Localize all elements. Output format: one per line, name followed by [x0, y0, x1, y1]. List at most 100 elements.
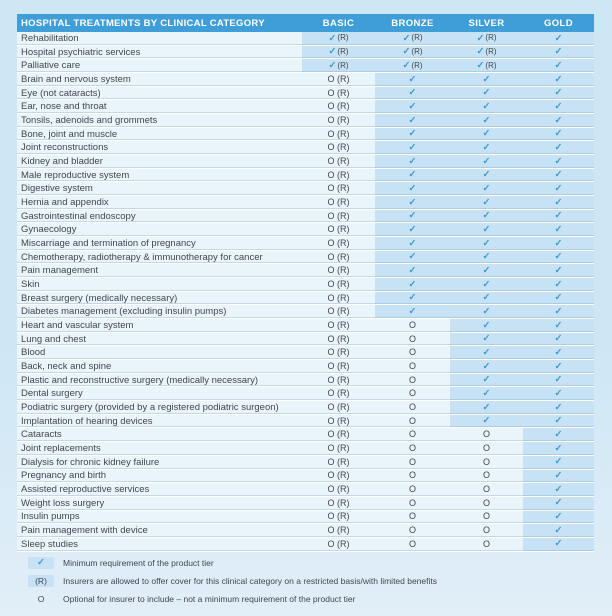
optional-marker: O: [482, 442, 490, 453]
check-icon: ✓: [482, 87, 491, 99]
cell-basic-value: O (R): [302, 155, 375, 168]
cell-basic-value: O (R): [302, 455, 375, 469]
check-icon: ✓: [482, 360, 491, 372]
check-icon: ✓: [476, 46, 485, 58]
cell-silver-value: ✓: [450, 346, 523, 360]
hospital-treatments-table: HOSPITAL TREATMENTS BY CLINICAL CATEGORY…: [17, 14, 594, 552]
optional-marker: O (R): [327, 360, 350, 371]
row-category-label: Bone, joint and muscle: [17, 127, 302, 141]
table-row: Skin O (R) ✓ ✓ ✓: [17, 278, 594, 292]
cell-gold-value: ✓: [523, 86, 594, 100]
cell-bronze-value: ✓: [375, 182, 450, 196]
cell-gold-value: ✓: [523, 346, 594, 360]
column-header-silver: SILVER: [468, 17, 505, 29]
cell-basic-value: O (R): [302, 141, 375, 155]
table-row: Gastrointestinal endoscopy O (R) ✓ ✓ ✓: [17, 209, 594, 224]
cell-bronze-value: ✓: [375, 291, 450, 305]
check-icon: ✓: [476, 32, 485, 44]
cell-silver-value: O: [450, 537, 523, 551]
cell-bronze-value: O: [375, 346, 450, 360]
check-icon: ✓: [554, 429, 563, 441]
table-row: Pain management with device O (R) O O ✓: [17, 524, 594, 538]
cell-basic-value: O (R): [302, 524, 375, 537]
optional-marker: O: [482, 538, 490, 549]
cell-basic-value: O (R): [302, 360, 375, 373]
cell-basic-value: O (R): [302, 510, 375, 524]
cell-silver-value: ✓: [450, 223, 523, 237]
optional-marker: O (R): [327, 169, 350, 180]
cell-silver-value: ✓: [450, 196, 523, 209]
check-icon: ✓: [482, 347, 491, 359]
cell-basic-value: ✓ (R): [302, 45, 375, 59]
check-icon: ✓: [402, 46, 411, 58]
cell-silver-value: ✓: [450, 127, 523, 141]
optional-marker: O: [408, 333, 416, 344]
row-category-label: Eye (not cataracts): [17, 86, 302, 100]
cell-gold-value: ✓: [523, 141, 594, 155]
optional-marker: O: [482, 456, 490, 467]
table-row: Dental surgery O (R) O ✓ ✓: [17, 387, 594, 402]
optional-marker: O (R): [327, 278, 350, 289]
check-icon: ✓: [408, 292, 417, 304]
cell-gold-value: ✓: [523, 127, 594, 141]
row-category-label: Diabetes management (excluding insulin p…: [17, 305, 302, 319]
table-row: Assisted reproductive services O (R) O O ✓: [17, 483, 594, 497]
optional-marker: O (R): [327, 538, 350, 549]
row-category-label: Tonsils, adenoids and grommets: [17, 114, 302, 127]
row-category-label: Sleep studies: [17, 537, 302, 551]
optional-marker: O: [482, 484, 490, 494]
cell-basic-value: O (R): [302, 196, 375, 209]
legend-item-text: Minimum requirement of the product tier: [63, 558, 214, 568]
cell-basic-value: O (R): [302, 387, 375, 401]
cell-bronze-value: O: [375, 483, 450, 496]
check-icon: ✓: [408, 278, 417, 290]
cell-bronze-value: ✓: [375, 250, 450, 264]
cell-basic-value: O (R): [302, 428, 375, 442]
cell-silver-value: ✓ (R): [450, 59, 523, 73]
check-icon: ✓: [554, 46, 563, 58]
optional-marker: O (R): [327, 401, 350, 412]
optional-marker: O: [408, 442, 416, 453]
cell-basic-value: O (R): [302, 496, 375, 510]
cell-gold-value: ✓: [523, 401, 594, 414]
cell-basic-value: O (R): [302, 168, 375, 182]
optional-marker: O (R): [327, 210, 350, 221]
row-category-label: Assisted reproductive services: [17, 483, 302, 496]
optional-marker: O: [482, 525, 490, 536]
check-icon: ✓: [482, 100, 491, 112]
cell-bronze-value: ✓: [375, 127, 450, 141]
optional-marker: O: [408, 456, 416, 467]
row-category-label: Implantation of hearing devices: [17, 414, 302, 428]
cell-bronze-value: ✓: [375, 305, 450, 319]
check-icon: ✓: [554, 169, 563, 181]
cell-silver-value: ✓: [450, 100, 523, 114]
row-category-label: Blood: [17, 346, 302, 360]
restricted-marker: (R): [337, 60, 349, 70]
optional-marker: O (R): [327, 456, 350, 467]
row-category-label: Joint reconstructions: [17, 141, 302, 155]
cell-gold-value: ✓: [523, 319, 594, 332]
cell-silver-value: ✓: [450, 73, 523, 86]
cell-silver-value: ✓: [450, 278, 523, 291]
cell-gold-value: ✓: [523, 32, 594, 45]
cell-bronze-value: ✓ (R): [375, 59, 450, 73]
cell-silver-value: O: [450, 496, 523, 510]
cell-silver-value: O: [450, 442, 523, 455]
row-category-label: Plastic and reconstructive surgery (medi…: [17, 373, 302, 387]
optional-marker: O (R): [327, 374, 350, 385]
cell-basic-value: O (R): [302, 182, 375, 196]
row-category-label: Palliative care: [17, 59, 302, 73]
row-category-label: Dental surgery: [17, 387, 302, 401]
optional-marker: O (R): [327, 333, 350, 344]
table-row: Chemotherapy, radiotherapy & immunothera…: [17, 250, 594, 265]
row-category-label: Gastrointestinal endoscopy: [17, 209, 302, 223]
optional-marker: O (R): [327, 73, 350, 84]
optional-marker: O (R): [327, 306, 350, 317]
check-icon: ✓: [482, 196, 491, 208]
cell-basic-value: O (R): [302, 414, 375, 428]
check-icon: ✓: [554, 374, 563, 386]
cell-bronze-value: ✓: [375, 237, 450, 250]
cell-silver-value: ✓ (R): [450, 32, 523, 45]
column-header-basic: BASIC: [322, 17, 355, 29]
check-icon: ✓: [482, 251, 491, 263]
